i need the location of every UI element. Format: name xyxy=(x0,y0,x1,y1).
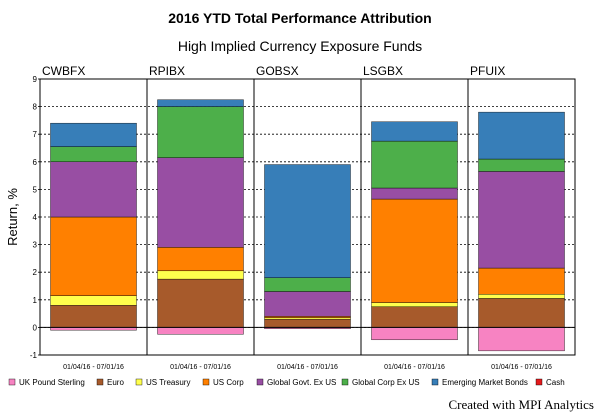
bar-segment xyxy=(371,327,458,341)
plot-area: -1 0 1 2 3 4 5 6 7 8 9 CWBFX 01/04/16 - 07/01/16 RPIB… xyxy=(30,64,576,371)
y-tick-label: 8 xyxy=(33,103,38,112)
bar-segment xyxy=(157,327,244,335)
bar-segment xyxy=(478,327,565,352)
bar-segment xyxy=(371,140,458,189)
bar-segment xyxy=(157,106,244,158)
legend-label: Cash xyxy=(546,378,565,387)
bar-segment xyxy=(157,157,244,248)
fund-label: GOBSX xyxy=(256,64,299,78)
period-label: 01/04/16 - 07/01/16 xyxy=(63,364,124,371)
y-tick-label: 5 xyxy=(33,185,38,194)
legend-swatch xyxy=(256,378,264,386)
bar-segment xyxy=(478,294,565,299)
y-tick-label: 6 xyxy=(33,158,38,167)
legend-label: Global Corp Ex US xyxy=(352,378,420,387)
bar-segment xyxy=(478,158,565,172)
legend-swatch xyxy=(135,378,143,386)
bar-segment xyxy=(371,198,458,303)
legend-label: Emerging Market Bonds xyxy=(442,378,528,387)
y-tick-label: 9 xyxy=(33,75,38,84)
bar-segment xyxy=(371,187,458,200)
fund-label: LSGBX xyxy=(363,64,403,78)
y-tick-label: 1 xyxy=(33,296,38,305)
credit-text: Created with MPI Analytics xyxy=(448,397,594,412)
bar-segment xyxy=(50,216,137,296)
bar-segment xyxy=(371,306,458,328)
bar-segment xyxy=(264,291,351,317)
bar-segment xyxy=(264,277,351,292)
bar-segment xyxy=(50,295,137,306)
bar-segment xyxy=(264,164,351,278)
bar-segment xyxy=(50,305,137,328)
legend: UK Pound Sterling Euro US Treasury US Corp G… xyxy=(8,378,565,387)
legend-swatch xyxy=(431,378,439,386)
period-label: 01/04/16 - 07/01/16 xyxy=(170,364,231,371)
legend-label: US Treasury xyxy=(146,378,190,387)
plot-frame xyxy=(39,78,576,356)
bar-segment xyxy=(478,267,565,295)
fund-label: CWBFX xyxy=(42,64,85,78)
fund-label: RPIBX xyxy=(149,64,185,78)
y-tick-label: 0 xyxy=(33,323,38,332)
y-tick-label: 7 xyxy=(33,130,38,139)
legend-swatch xyxy=(535,378,543,386)
y-tick-label: 3 xyxy=(33,241,38,250)
bar-segment xyxy=(50,146,137,162)
y-tick-label: 2 xyxy=(33,268,38,277)
bar-segment xyxy=(264,316,351,318)
legend-label: Global Govt. Ex US xyxy=(267,378,336,387)
fund-label: PFUIX xyxy=(470,64,505,78)
bar-segment xyxy=(371,302,458,307)
bar-segment xyxy=(157,247,244,272)
bar-segment xyxy=(157,270,244,280)
legend-swatch xyxy=(202,378,210,386)
legend-label: US Corp xyxy=(213,378,244,387)
chart-subtitle: High Implied Currency Exposure Funds xyxy=(178,38,422,54)
y-tick-label: 4 xyxy=(33,213,38,222)
bar-segment xyxy=(157,99,244,107)
legend-swatch xyxy=(96,378,104,386)
y-tick-label: -1 xyxy=(30,351,38,360)
bar-segment xyxy=(478,298,565,328)
y-axis-label: Return, % xyxy=(5,188,20,246)
period-label: 01/04/16 - 07/01/16 xyxy=(384,364,445,371)
bar-segment xyxy=(478,111,565,160)
bar-segment xyxy=(371,121,458,142)
bar-segment xyxy=(478,171,565,269)
chart-title: 2016 YTD Total Performance Attribution xyxy=(168,10,431,26)
bar-segment xyxy=(264,318,351,328)
legend-swatch xyxy=(8,378,16,386)
period-label: 01/04/16 - 07/01/16 xyxy=(277,364,338,371)
legend-swatch xyxy=(341,378,349,386)
bar-segment xyxy=(50,161,137,218)
period-label: 01/04/16 - 07/01/16 xyxy=(491,364,552,371)
bar-segment xyxy=(50,122,137,147)
bar-segment xyxy=(157,278,244,328)
legend-label: UK Pound Sterling xyxy=(19,378,85,387)
legend-label: Euro xyxy=(107,378,124,387)
bar-segment xyxy=(264,317,351,320)
